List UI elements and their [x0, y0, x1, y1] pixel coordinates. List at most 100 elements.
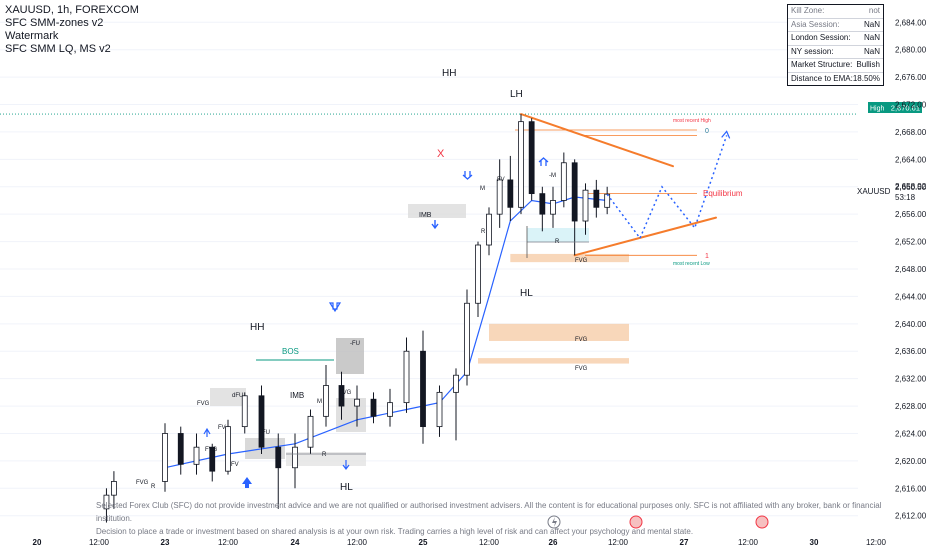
label-lh: LH — [510, 89, 523, 100]
price-tick-label: 2,624.00 — [895, 429, 927, 438]
candle-body — [582, 189, 589, 222]
time-tick-label: 27 — [680, 538, 689, 547]
time-tick-label: 12:00 — [866, 538, 887, 547]
label-fvg-6: FVG — [205, 447, 218, 453]
candle-body — [604, 193, 611, 208]
info-row-kill-zone: Kill Zone: not — [788, 5, 883, 19]
candle-body — [403, 350, 410, 404]
label-r-3: R — [322, 452, 327, 458]
projection-arrowhead — [721, 130, 731, 139]
small-arrow-up-icon — [203, 427, 211, 437]
time-tick-label: 12:00 — [347, 538, 368, 547]
candle-body — [275, 446, 282, 469]
candle-body — [209, 446, 216, 472]
disclaimer-text: Selected Forex Club (SFC) do not provide… — [96, 499, 896, 538]
time-tick-label: 20 — [33, 538, 42, 547]
label-fv-3: FV — [218, 425, 226, 431]
indicator-label-watermark[interactable]: Watermark — [5, 30, 59, 42]
candle-body — [436, 391, 443, 428]
candle-body — [550, 200, 556, 215]
us-flag-icon-2[interactable] — [755, 515, 769, 529]
flash-icon-glyph — [552, 517, 557, 527]
price-tick-label: 2,616.00 — [895, 484, 927, 493]
info-label: NY session: — [791, 46, 834, 56]
time-tick-label: 12:00 — [608, 538, 629, 547]
label-fv-2: FV — [231, 462, 239, 468]
info-row-ema-distance: Distance to EMA: 18.50% — [788, 73, 883, 86]
candle-body — [496, 179, 503, 215]
us-flag-icon[interactable] — [629, 515, 643, 529]
candle-body — [571, 162, 578, 222]
candle-body — [370, 398, 377, 417]
annotation-labels: HH LH HH HL HL BOS IMB IMB X FVG FVG FVG… — [136, 68, 743, 493]
current-price: 2,658.92 — [895, 182, 927, 191]
price-tick-label: 2,664.00 — [895, 155, 927, 164]
label-sfu: sFU — [259, 430, 270, 436]
label-x-mark: X — [437, 148, 445, 160]
price-tick-label: 2,680.00 — [895, 46, 927, 55]
double-arrow-up-icon — [538, 157, 549, 166]
double-arrow-down-icon — [462, 171, 473, 180]
symbol-tag: XAUUSD — [857, 187, 891, 196]
label-bos: BOS — [282, 347, 299, 356]
time-tick-label: 12:00 — [218, 538, 239, 547]
price-tick-label: 2,628.00 — [895, 402, 927, 411]
arrow-up-icon — [242, 477, 252, 488]
info-label: Asia Session: — [791, 19, 840, 29]
price-tick-label: 2,632.00 — [895, 375, 927, 384]
price-tick-label: 2,652.00 — [895, 238, 927, 247]
time-tick-label: 12:00 — [479, 538, 500, 547]
info-value: Bullish — [856, 60, 880, 69]
candle-body — [539, 193, 546, 215]
structure-boxes — [210, 204, 589, 466]
label-hh-left: HH — [250, 322, 264, 333]
label-r-4: R — [481, 229, 486, 235]
disclaimer-line-1: Selected Forex Club (SFC) do not provide… — [96, 501, 882, 523]
indicator-label-zones[interactable]: SFC SMM-zones v2 — [5, 17, 104, 29]
price-tick-label: 2,676.00 — [895, 73, 927, 82]
projection-path — [606, 130, 731, 240]
info-row-asia: Asia Session: NaN — [788, 19, 883, 32]
candle-body — [292, 446, 298, 469]
small-arrow-down-icon — [342, 460, 350, 470]
info-value: not — [868, 6, 880, 15]
fib-levels — [515, 129, 697, 256]
price-tick-label: 2,672.00 — [895, 101, 927, 110]
time-tick-label: 25 — [419, 538, 428, 547]
trendline — [520, 113, 674, 168]
candle-body — [507, 179, 514, 208]
label-imb-left: IMB — [290, 391, 304, 400]
indicator-label-lq-ms[interactable]: SFC SMM LQ, MS v2 — [5, 43, 111, 55]
disclaimer-line-2: Decision to place a trade or investment … — [96, 527, 694, 536]
info-row-ny: NY session: NaN — [788, 46, 883, 59]
candle-body — [420, 350, 426, 428]
candle-body — [475, 244, 481, 304]
projection-line — [606, 135, 728, 240]
label-fvg-1: FVG — [575, 258, 588, 264]
candle-body — [193, 446, 200, 465]
candle-body — [111, 481, 117, 496]
label-fvg-4: FVG — [136, 480, 149, 486]
label-hh-top: HH — [442, 68, 456, 79]
candle-body — [162, 433, 168, 482]
label-r-1: R — [151, 484, 156, 490]
fvg-zone — [510, 253, 629, 263]
candle-body — [323, 385, 329, 417]
info-label: London Session: — [791, 33, 851, 42]
candle-body — [464, 302, 470, 376]
demand-zone — [527, 228, 589, 242]
info-label: Distance to EMA: — [791, 73, 853, 83]
candle-body — [307, 415, 314, 448]
candle-body — [241, 395, 248, 428]
label-fvg-2: FVG — [575, 337, 588, 343]
candles — [103, 114, 611, 523]
fvg-zone — [478, 358, 629, 364]
price-tick-label: 2,656.00 — [895, 210, 927, 219]
candle-body — [453, 374, 459, 393]
label-equilibrium: Equilibrium — [703, 189, 743, 198]
price-axis: High 2,670.61 XAUUSD 2,658.92 53:18 2,68… — [857, 18, 927, 520]
fvg-zones — [478, 253, 629, 364]
event-icons — [547, 515, 769, 529]
